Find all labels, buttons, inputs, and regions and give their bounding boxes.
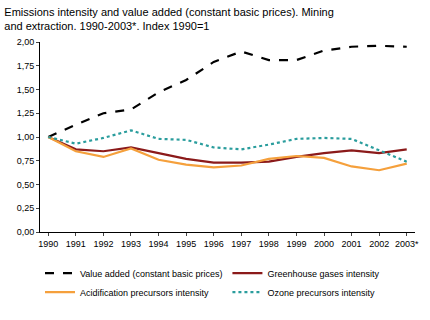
svg-text:2000: 2000: [314, 239, 334, 249]
svg-text:0,75: 0,75: [17, 156, 35, 166]
svg-text:0,50: 0,50: [17, 180, 35, 190]
svg-text:1995: 1995: [176, 239, 196, 249]
svg-text:2001: 2001: [342, 239, 362, 249]
svg-text:2003*: 2003*: [395, 239, 419, 249]
svg-text:1999: 1999: [286, 239, 306, 249]
svg-text:1,75: 1,75: [17, 61, 35, 71]
svg-text:Greenhouse gases intensity: Greenhouse gases intensity: [267, 269, 379, 279]
svg-text:1998: 1998: [259, 239, 279, 249]
svg-text:0,25: 0,25: [17, 203, 35, 213]
svg-text:1991: 1991: [66, 239, 86, 249]
svg-text:1992: 1992: [93, 239, 113, 249]
svg-text:Value added (constant basic pr: Value added (constant basic prices): [80, 269, 222, 279]
svg-text:1,50: 1,50: [17, 85, 35, 95]
svg-text:Ozone precursors intensity: Ozone precursors intensity: [267, 288, 375, 298]
svg-text:1,25: 1,25: [17, 108, 35, 118]
svg-text:2002: 2002: [369, 239, 389, 249]
svg-text:1990: 1990: [38, 239, 58, 249]
svg-text:Acidification precursors inten: Acidification precursors intensity: [80, 288, 209, 298]
svg-text:1996: 1996: [204, 239, 224, 249]
svg-text:2,00: 2,00: [17, 37, 35, 47]
svg-text:0,00: 0,00: [17, 227, 35, 237]
svg-text:1997: 1997: [231, 239, 251, 249]
svg-text:1993: 1993: [121, 239, 141, 249]
svg-text:1,00: 1,00: [17, 132, 35, 142]
svg-text:1994: 1994: [149, 239, 169, 249]
svg-text:Emissions intensity and value: Emissions intensity and value added (con…: [4, 6, 334, 32]
